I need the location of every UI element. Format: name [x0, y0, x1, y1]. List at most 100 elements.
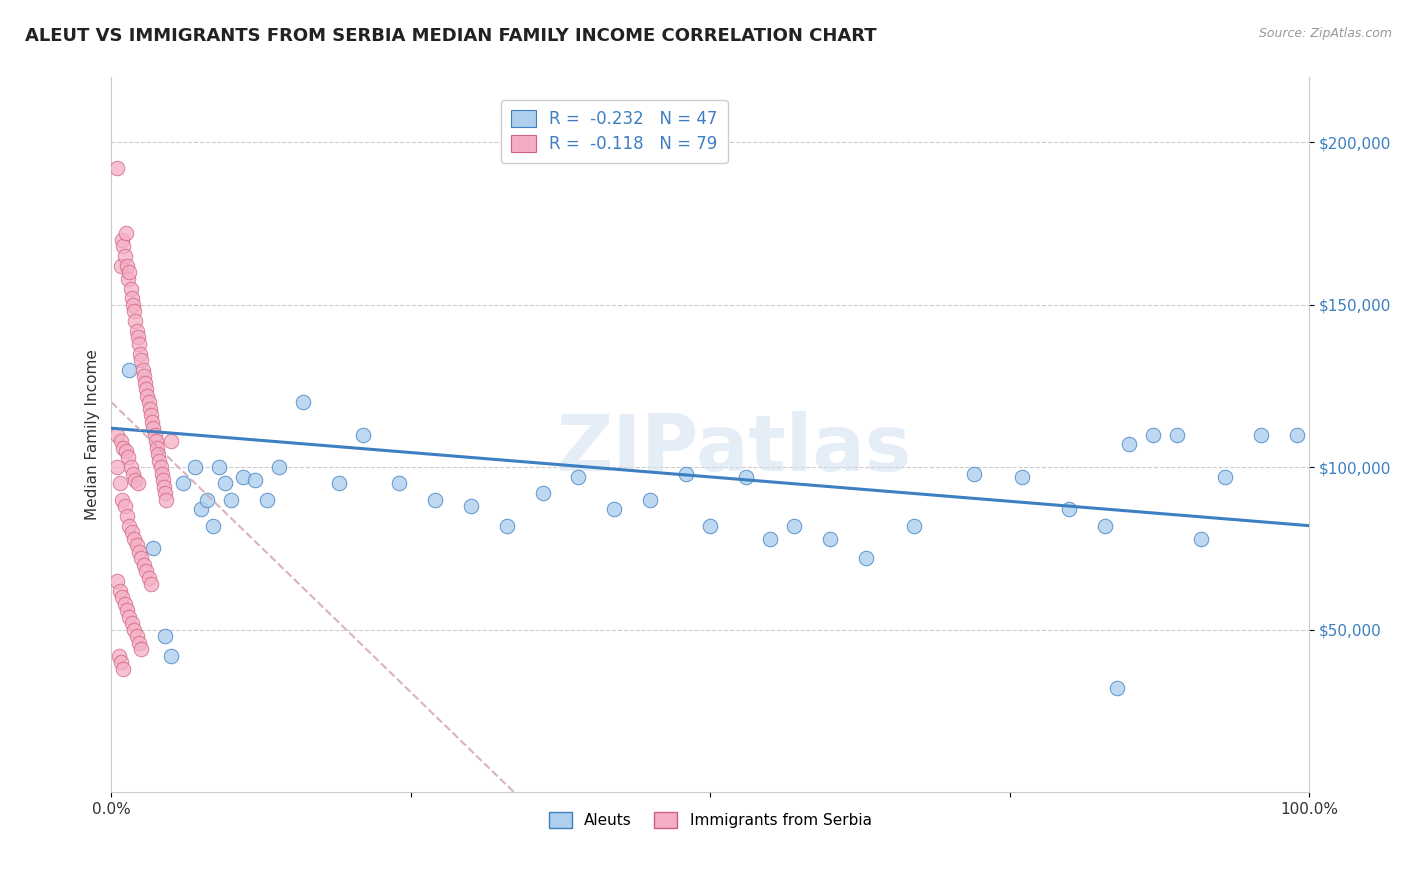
Point — [124, 473, 146, 487]
Point — [122, 298, 145, 312]
Point — [105, 427, 128, 442]
Point — [114, 597, 136, 611]
Point — [388, 476, 411, 491]
Point — [149, 460, 172, 475]
Point — [292, 395, 315, 409]
Point — [155, 629, 177, 643]
Point — [117, 272, 139, 286]
Point — [131, 642, 153, 657]
Point — [112, 239, 135, 253]
Point — [1142, 427, 1164, 442]
Point — [141, 415, 163, 429]
Point — [111, 492, 134, 507]
Point — [328, 476, 350, 491]
Point — [115, 508, 138, 523]
Point — [112, 441, 135, 455]
Point — [962, 467, 984, 481]
Point — [153, 480, 176, 494]
Point — [131, 551, 153, 566]
Y-axis label: Median Family Income: Median Family Income — [86, 350, 100, 520]
Point — [150, 467, 173, 481]
Point — [423, 492, 446, 507]
Point — [214, 476, 236, 491]
Point — [118, 363, 141, 377]
Point — [125, 324, 148, 338]
Text: Source: ZipAtlas.com: Source: ZipAtlas.com — [1258, 27, 1392, 40]
Point — [136, 389, 159, 403]
Point — [148, 453, 170, 467]
Point — [145, 434, 167, 449]
Point — [105, 460, 128, 475]
Point — [122, 467, 145, 481]
Point — [139, 408, 162, 422]
Point — [759, 532, 782, 546]
Point — [108, 476, 131, 491]
Point — [219, 492, 242, 507]
Point — [135, 564, 157, 578]
Point — [127, 330, 149, 344]
Point — [105, 161, 128, 176]
Point — [818, 532, 841, 546]
Point — [128, 635, 150, 649]
Point — [640, 492, 662, 507]
Point — [121, 525, 143, 540]
Point — [903, 518, 925, 533]
Point — [110, 259, 132, 273]
Point — [267, 460, 290, 475]
Point — [118, 609, 141, 624]
Point — [232, 470, 254, 484]
Point — [142, 421, 165, 435]
Point — [107, 648, 129, 663]
Point — [114, 444, 136, 458]
Point — [128, 336, 150, 351]
Point — [114, 499, 136, 513]
Point — [1107, 681, 1129, 695]
Point — [105, 574, 128, 588]
Point — [138, 401, 160, 416]
Point — [146, 441, 169, 455]
Point — [120, 460, 142, 475]
Point — [155, 492, 177, 507]
Point — [1285, 427, 1308, 442]
Point — [1213, 470, 1236, 484]
Point — [783, 518, 806, 533]
Text: ZIPatlas: ZIPatlas — [557, 411, 911, 487]
Point — [121, 291, 143, 305]
Point — [195, 492, 218, 507]
Point — [125, 538, 148, 552]
Legend: Aleuts, Immigrants from Serbia: Aleuts, Immigrants from Serbia — [543, 806, 877, 834]
Point — [121, 616, 143, 631]
Point — [143, 427, 166, 442]
Point — [138, 571, 160, 585]
Point — [120, 281, 142, 295]
Point — [603, 502, 626, 516]
Point — [115, 259, 138, 273]
Point — [135, 382, 157, 396]
Point — [1059, 502, 1081, 516]
Point — [139, 577, 162, 591]
Point — [735, 470, 758, 484]
Point — [190, 502, 212, 516]
Point — [128, 544, 150, 558]
Point — [122, 304, 145, 318]
Point — [184, 460, 207, 475]
Point — [117, 450, 139, 465]
Point — [352, 427, 374, 442]
Point — [122, 532, 145, 546]
Point — [567, 470, 589, 484]
Point — [127, 476, 149, 491]
Point — [243, 473, 266, 487]
Point — [675, 467, 697, 481]
Point — [114, 249, 136, 263]
Point — [142, 541, 165, 556]
Point — [160, 648, 183, 663]
Point — [124, 314, 146, 328]
Point — [256, 492, 278, 507]
Point — [118, 265, 141, 279]
Point — [531, 486, 554, 500]
Point — [125, 629, 148, 643]
Point — [112, 661, 135, 675]
Point — [1011, 470, 1033, 484]
Point — [129, 346, 152, 360]
Point — [1166, 427, 1188, 442]
